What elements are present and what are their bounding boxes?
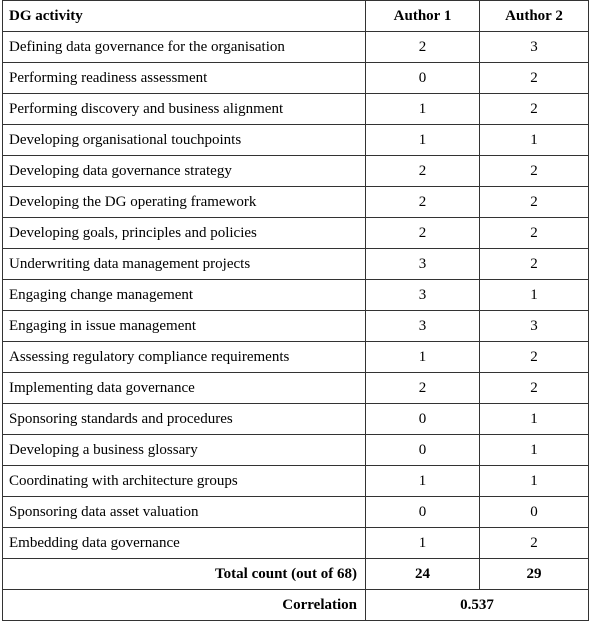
table-row: Developing organisational touchpoints 1 …: [2, 124, 589, 156]
total-author-2: 29: [479, 558, 589, 590]
table-row: Engaging change management 3 1: [2, 279, 589, 311]
author-2-cell: 0: [479, 496, 589, 528]
author-2-cell: 1: [479, 403, 589, 435]
activity-cell: Embedding data governance: [2, 527, 366, 559]
author-2-cell: 2: [479, 372, 589, 404]
author-1-cell: 1: [365, 465, 480, 497]
activity-cell: Sponsoring standards and procedures: [2, 403, 366, 435]
author-1-cell: 1: [365, 527, 480, 559]
author-1-cell: 2: [365, 155, 480, 187]
activity-cell: Engaging change management: [2, 279, 366, 311]
header-author-1: Author 1: [365, 0, 480, 32]
activity-cell: Sponsoring data asset valuation: [2, 496, 366, 528]
author-2-cell: 3: [479, 310, 589, 342]
author-2-cell: 2: [479, 155, 589, 187]
author-1-cell: 2: [365, 372, 480, 404]
author-2-cell: 1: [479, 124, 589, 156]
total-author-1: 24: [365, 558, 480, 590]
author-2-cell: 1: [479, 434, 589, 466]
activity-cell: Developing goals, principles and policie…: [2, 217, 366, 249]
author-2-cell: 1: [479, 465, 589, 497]
author-1-cell: 3: [365, 279, 480, 311]
table-row: Sponsoring standards and procedures 0 1: [2, 403, 589, 435]
table-row: Coordinating with architecture groups 1 …: [2, 465, 589, 497]
total-count-row: Total count (out of 68) 24 29: [2, 558, 589, 590]
author-2-cell: 2: [479, 527, 589, 559]
table-row: Developing data governance strategy 2 2: [2, 155, 589, 187]
author-2-cell: 2: [479, 341, 589, 373]
author-1-cell: 2: [365, 217, 480, 249]
table-row: Sponsoring data asset valuation 0 0: [2, 496, 589, 528]
author-2-cell: 2: [479, 62, 589, 94]
correlation-row: Correlation 0.537: [2, 589, 589, 621]
author-1-cell: 0: [365, 496, 480, 528]
table-row: Defining data governance for the organis…: [2, 31, 589, 63]
table-row: Performing readiness assessment 0 2: [2, 62, 589, 94]
author-2-cell: 2: [479, 186, 589, 218]
activity-cell: Assessing regulatory compliance requirem…: [2, 341, 366, 373]
table-row: Performing discovery and business alignm…: [2, 93, 589, 125]
author-1-cell: 0: [365, 403, 480, 435]
author-2-cell: 2: [479, 217, 589, 249]
author-2-cell: 2: [479, 248, 589, 280]
activity-cell: Developing the DG operating framework: [2, 186, 366, 218]
author-2-cell: 3: [479, 31, 589, 63]
author-1-cell: 1: [365, 124, 480, 156]
author-1-cell: 0: [365, 434, 480, 466]
table-row: Developing a business glossary 0 1: [2, 434, 589, 466]
activity-cell: Developing data governance strategy: [2, 155, 366, 187]
total-count-label: Total count (out of 68): [2, 558, 366, 590]
table-row: Engaging in issue management 3 3: [2, 310, 589, 342]
author-1-cell: 3: [365, 310, 480, 342]
activity-cell: Developing organisational touchpoints: [2, 124, 366, 156]
author-2-cell: 2: [479, 93, 589, 125]
correlation-label: Correlation: [2, 589, 366, 621]
activity-cell: Developing a business glossary: [2, 434, 366, 466]
activity-cell: Coordinating with architecture groups: [2, 465, 366, 497]
table-row: Assessing regulatory compliance requirem…: [2, 341, 589, 373]
activity-cell: Implementing data governance: [2, 372, 366, 404]
author-1-cell: 1: [365, 341, 480, 373]
activity-cell: Engaging in issue management: [2, 310, 366, 342]
author-1-cell: 2: [365, 186, 480, 218]
correlation-value: 0.537: [365, 589, 589, 621]
header-dg-activity: DG activity: [2, 0, 366, 32]
table-row: Developing the DG operating framework 2 …: [2, 186, 589, 218]
author-1-cell: 0: [365, 62, 480, 94]
author-2-cell: 1: [479, 279, 589, 311]
author-1-cell: 1: [365, 93, 480, 125]
activity-cell: Defining data governance for the organis…: [2, 31, 366, 63]
table-row: Embedding data governance 1 2: [2, 527, 589, 559]
activity-cell: Underwriting data management projects: [2, 248, 366, 280]
table-row: Developing goals, principles and policie…: [2, 217, 589, 249]
author-1-cell: 2: [365, 31, 480, 63]
activity-cell: Performing discovery and business alignm…: [2, 93, 366, 125]
activity-cell: Performing readiness assessment: [2, 62, 366, 94]
table-row: Implementing data governance 2 2: [2, 372, 589, 404]
header-row: DG activity Author 1 Author 2: [2, 0, 589, 32]
header-author-2: Author 2: [479, 0, 589, 32]
table-row: Underwriting data management projects 3 …: [2, 248, 589, 280]
author-1-cell: 3: [365, 248, 480, 280]
